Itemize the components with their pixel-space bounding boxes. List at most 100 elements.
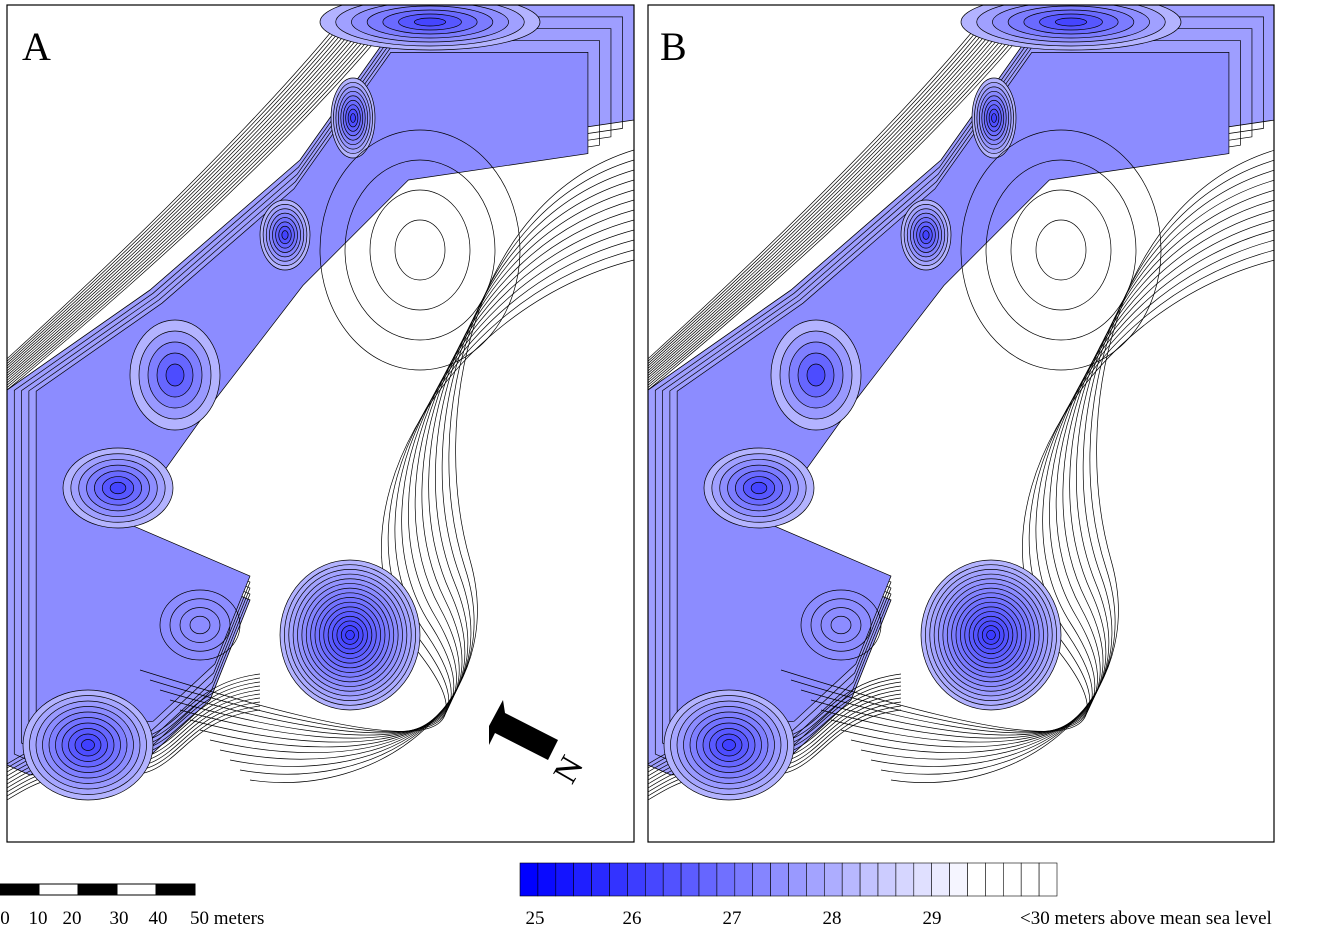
scale-segment [116, 883, 157, 896]
scale-label: 30 [110, 908, 129, 929]
contour-line [35, 52, 589, 731]
legend-label: <30 meters above mean sea level [1020, 908, 1272, 929]
panel-frame [647, 4, 1275, 843]
legend-cell [627, 862, 646, 897]
contour-ring [991, 113, 997, 123]
contour-ring [985, 159, 1137, 341]
contour-ring [169, 598, 231, 652]
contour-ring [413, 17, 447, 27]
legend-cell [716, 862, 736, 897]
map-panel [7, 5, 634, 842]
legend-label: 25 [526, 908, 545, 929]
contour-line [7, 5, 390, 381]
legend-cell [985, 862, 1004, 897]
contour-line [7, 5, 366, 367]
contour-ring [750, 481, 768, 495]
scale-label: 50 meters [190, 908, 264, 929]
legend-cell [662, 862, 682, 897]
legend-cell [752, 862, 771, 897]
contour-ring [344, 159, 496, 341]
contour-line [820, 219, 1274, 739]
legend-cell [519, 862, 539, 897]
contour-line [648, 5, 999, 362]
contour-line [830, 209, 1274, 743]
contour-ring [345, 629, 355, 641]
legend-label: 29 [923, 908, 942, 929]
contour-line [7, 5, 402, 388]
contour-line [890, 149, 1274, 783]
contour-ring [81, 739, 95, 751]
legend-cell [573, 862, 592, 897]
scale-bar: 0 10 20 30 40 50 meters [0, 883, 264, 929]
contour-line [7, 5, 394, 384]
panel-label: B [660, 24, 687, 69]
contour-line [648, 5, 995, 360]
contour-ring [109, 481, 127, 495]
contour-line [249, 149, 634, 783]
contour-line [648, 5, 1035, 384]
contour-line [169, 229, 634, 736]
contour-line [648, 5, 1015, 372]
legend-cell [644, 862, 664, 897]
legend-cell [537, 862, 557, 897]
contour-line [648, 5, 1043, 388]
contour-ring [722, 739, 736, 751]
legend-cell [788, 862, 807, 897]
legend-label: 27 [723, 908, 742, 929]
color-legend: 25 26 27 28 29 <30 meters above mean sea leve… [519, 862, 1272, 929]
contour-line [229, 169, 634, 767]
contour-ring [810, 598, 872, 652]
contour-line [870, 169, 1274, 767]
contour-ring [960, 129, 1162, 371]
scale-label: 10 [29, 908, 48, 929]
scale-segment [155, 883, 196, 896]
contour-line [7, 5, 362, 364]
legend-cell [949, 862, 968, 897]
contour-line [7, 5, 406, 391]
contour-ring [922, 230, 930, 240]
legend-cell [1038, 862, 1058, 897]
contour-ring [1010, 189, 1112, 311]
contour-line [219, 179, 634, 760]
legend-cell [823, 862, 843, 897]
contour-ring [820, 607, 862, 643]
legend-cell [877, 862, 897, 897]
scale-segment [77, 883, 118, 896]
contour-ring [165, 363, 185, 387]
contour-line [648, 5, 1007, 367]
contour-line [800, 239, 1274, 734]
legend-cell [698, 862, 718, 897]
contour-ring [319, 129, 521, 371]
contour-line [648, 5, 1019, 374]
scale-label: 0 [0, 908, 10, 929]
legend-label: 28 [823, 908, 842, 929]
legend-cell [680, 862, 700, 897]
contour-ring [159, 589, 241, 661]
legend-cell [841, 862, 861, 897]
contour-line [648, 5, 1047, 391]
contour-line [7, 5, 386, 379]
contour-line [648, 5, 1031, 381]
contour-ring [369, 189, 471, 311]
legend-cell [1002, 862, 1022, 897]
contour-ring [281, 230, 289, 240]
contour-ring [800, 589, 882, 661]
contour-ring [986, 629, 996, 641]
contour-line [159, 239, 634, 734]
contour-line [676, 52, 1230, 731]
legend-cell [967, 862, 986, 897]
legend-cell [770, 862, 789, 897]
legend-cell [859, 862, 879, 897]
contour-ring [1054, 17, 1088, 27]
contour-line [850, 189, 1274, 753]
contour-line [199, 199, 634, 748]
contour-line [7, 5, 374, 372]
legend-cell [913, 862, 932, 897]
contour-line [7, 5, 370, 369]
contour-line [648, 5, 1027, 379]
legend-cell [734, 862, 753, 897]
contour-line [7, 5, 354, 360]
contour-ring [806, 363, 826, 387]
contour-line [239, 159, 634, 775]
contour-line [860, 179, 1274, 760]
